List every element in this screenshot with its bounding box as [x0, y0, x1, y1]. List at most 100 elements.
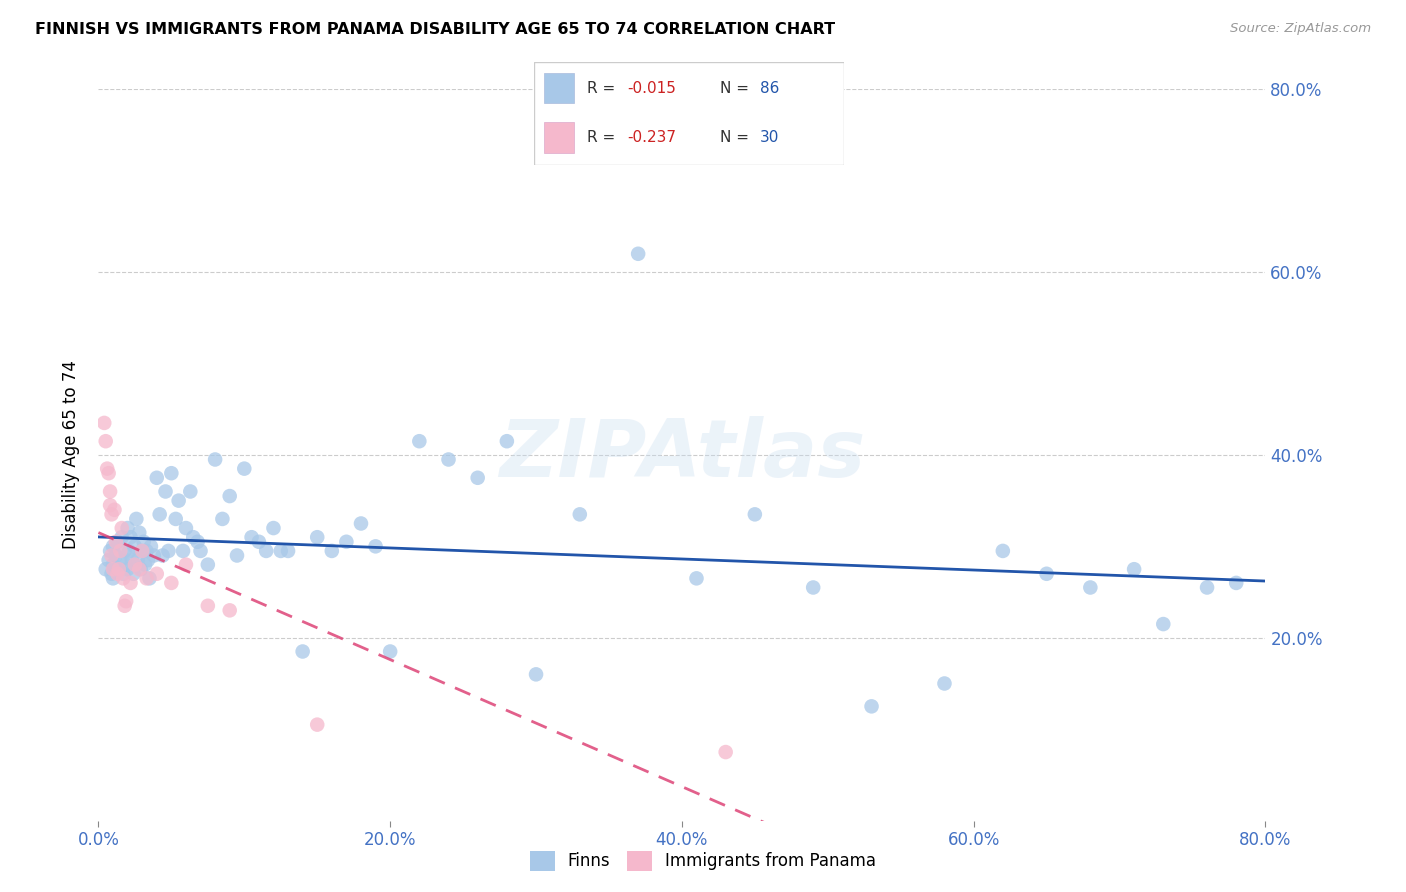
Point — [744, 508, 766, 522]
Point — [131, 544, 153, 558]
Point — [120, 530, 142, 544]
Point — [247, 534, 270, 549]
Point — [187, 534, 209, 549]
Point — [111, 530, 134, 544]
Point — [96, 461, 118, 475]
Point — [467, 471, 489, 485]
Text: N =: N = — [720, 80, 754, 95]
Point — [860, 699, 883, 714]
Point — [437, 452, 460, 467]
Point — [380, 644, 402, 658]
Point — [350, 516, 373, 531]
Point — [93, 416, 115, 430]
Point — [181, 530, 204, 544]
Point — [115, 594, 138, 608]
Point — [103, 503, 125, 517]
Point — [1152, 617, 1174, 632]
Point — [142, 549, 165, 563]
Point — [138, 571, 160, 585]
Point — [307, 530, 329, 544]
Point — [139, 539, 162, 553]
Point — [568, 508, 591, 522]
Point — [118, 544, 141, 558]
Point — [108, 562, 131, 576]
Point — [112, 566, 135, 581]
Point — [98, 498, 121, 512]
Point — [801, 581, 824, 595]
FancyBboxPatch shape — [534, 62, 844, 165]
Point — [174, 558, 197, 572]
Point — [110, 553, 132, 567]
Point — [1123, 562, 1146, 576]
Point — [496, 434, 519, 449]
Point — [155, 484, 177, 499]
Text: Source: ZipAtlas.com: Source: ZipAtlas.com — [1230, 22, 1371, 36]
Point — [1035, 566, 1057, 581]
Point — [146, 471, 169, 485]
Point — [121, 553, 143, 567]
Point — [108, 562, 131, 576]
Point — [172, 544, 194, 558]
Point — [240, 530, 263, 544]
Point — [117, 562, 139, 576]
Point — [100, 566, 122, 581]
Point — [122, 566, 145, 581]
Point — [111, 521, 134, 535]
Point — [270, 544, 292, 558]
Point — [114, 599, 136, 613]
Point — [1225, 576, 1247, 591]
Point — [98, 544, 121, 558]
Point — [101, 562, 124, 576]
Point — [226, 549, 249, 563]
Text: -0.237: -0.237 — [627, 130, 676, 145]
Point — [524, 667, 547, 681]
Point — [277, 544, 299, 558]
Point — [197, 599, 219, 613]
Point — [167, 493, 190, 508]
Point — [125, 512, 148, 526]
Point — [100, 508, 122, 522]
Text: 30: 30 — [761, 130, 779, 145]
Point — [157, 544, 180, 558]
Point — [128, 562, 150, 576]
Point — [218, 603, 240, 617]
Point — [714, 745, 737, 759]
Point — [94, 434, 117, 449]
Point — [146, 566, 169, 581]
Point — [174, 521, 197, 535]
Text: 86: 86 — [761, 80, 779, 95]
Point — [197, 558, 219, 572]
Point — [408, 434, 430, 449]
Point — [136, 553, 159, 567]
Point — [1080, 581, 1102, 595]
Point — [101, 558, 124, 572]
Point — [321, 544, 343, 558]
Point — [211, 512, 233, 526]
Text: ZIPAtlas: ZIPAtlas — [499, 416, 865, 494]
Point — [120, 576, 142, 591]
FancyBboxPatch shape — [544, 73, 575, 103]
Point — [165, 512, 187, 526]
Text: R =: R = — [586, 130, 620, 145]
Point — [134, 558, 156, 572]
Point — [124, 539, 146, 553]
Point — [128, 525, 150, 540]
Point — [98, 484, 121, 499]
Point — [97, 553, 120, 567]
Point — [335, 534, 357, 549]
Point — [112, 571, 135, 585]
Point — [233, 461, 256, 475]
Y-axis label: Disability Age 65 to 74: Disability Age 65 to 74 — [62, 360, 80, 549]
Point — [104, 549, 127, 563]
Point — [262, 521, 284, 535]
Point — [105, 566, 128, 581]
Point — [364, 539, 387, 553]
FancyBboxPatch shape — [544, 122, 575, 153]
Point — [218, 489, 240, 503]
Point — [190, 544, 212, 558]
Point — [1195, 581, 1218, 595]
Point — [179, 484, 201, 499]
Point — [129, 562, 152, 576]
Point — [101, 571, 124, 585]
Point — [149, 508, 172, 522]
